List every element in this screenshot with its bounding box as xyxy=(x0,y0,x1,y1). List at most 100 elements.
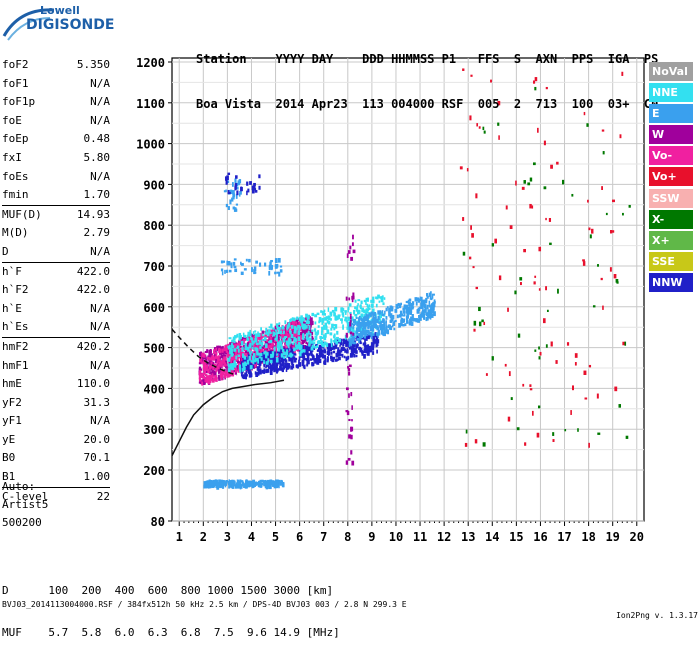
ionogram-chart: 1 2 3 4 5 6 7 8 9 10 11 12 13 14 15 16 17 18 19 20802003004… xyxy=(136,56,645,544)
echo-point xyxy=(377,294,380,299)
echo-point xyxy=(336,351,339,354)
echo-point xyxy=(386,329,389,334)
echo-point xyxy=(311,320,314,326)
echo-point xyxy=(205,356,207,361)
echo-point xyxy=(348,364,352,368)
echo-point xyxy=(239,341,242,344)
echo-point xyxy=(327,315,331,321)
x-tick-label: 3 xyxy=(224,530,231,544)
echo-point xyxy=(259,345,262,350)
echo-point xyxy=(273,332,276,337)
echo-point xyxy=(367,314,370,320)
echo-point xyxy=(405,310,408,314)
echo-point xyxy=(330,347,334,350)
echo-point xyxy=(346,410,350,416)
echo-point xyxy=(231,343,233,348)
param-separator xyxy=(2,261,110,263)
echo-point xyxy=(322,325,326,330)
echo-point xyxy=(208,375,211,380)
echo-point xyxy=(232,355,235,361)
echo-point xyxy=(353,336,355,341)
echo-point xyxy=(207,368,210,374)
echo-point xyxy=(228,372,231,378)
echo-point xyxy=(349,315,352,320)
echo-point xyxy=(313,358,316,362)
echo-point xyxy=(243,355,247,360)
echo-point xyxy=(375,303,378,308)
echo-point xyxy=(324,313,327,316)
echo-point xyxy=(277,346,281,352)
echo-point xyxy=(348,328,352,332)
echo-point xyxy=(428,293,432,297)
echo-point xyxy=(276,353,279,356)
echo-point xyxy=(362,342,366,346)
echo-point xyxy=(263,364,266,368)
echo-point xyxy=(215,367,218,373)
echo-point xyxy=(291,328,293,331)
echo-point xyxy=(285,367,288,372)
echo-point xyxy=(280,334,283,338)
echo-point xyxy=(414,297,418,302)
echo-point xyxy=(314,321,317,325)
echo-point xyxy=(571,385,575,391)
echo-point xyxy=(385,307,388,312)
echo-point xyxy=(615,278,619,283)
echo-point xyxy=(271,354,274,358)
param-row: foE N/A xyxy=(2,112,110,131)
echo-point xyxy=(483,130,486,134)
echo-point xyxy=(517,333,521,338)
echo-point xyxy=(371,308,375,313)
echo-point xyxy=(243,334,247,338)
echo-point xyxy=(267,330,271,334)
echo-point xyxy=(531,205,534,209)
echo-point xyxy=(319,352,322,355)
echo-point xyxy=(351,295,354,300)
echo-point xyxy=(420,299,423,304)
echo-point xyxy=(219,362,223,367)
echo-point xyxy=(380,324,383,330)
echo-point xyxy=(231,182,234,187)
echo-point xyxy=(346,322,350,327)
echo-point xyxy=(539,351,542,356)
echo-point xyxy=(408,298,412,302)
echo-point xyxy=(396,314,399,319)
echo-point xyxy=(425,316,428,322)
echo-point xyxy=(300,319,302,323)
echo-point xyxy=(425,297,428,302)
echo-point xyxy=(244,482,247,487)
echo-point xyxy=(333,327,336,331)
echo-point xyxy=(279,363,283,367)
echo-point xyxy=(346,356,349,361)
echo-point xyxy=(342,346,345,351)
echo-point xyxy=(365,308,368,311)
echo-point xyxy=(305,341,308,345)
echo-point xyxy=(418,316,422,321)
echo-point xyxy=(203,365,206,368)
x-tick-label: 2 xyxy=(200,530,207,544)
y-tick-label: 300 xyxy=(143,423,165,437)
echo-point xyxy=(329,344,332,347)
echo-point xyxy=(316,349,320,352)
echo-point xyxy=(369,314,372,317)
echo-point xyxy=(223,373,227,379)
param-label: h`F xyxy=(2,264,22,278)
param-label: h`F2 xyxy=(2,283,29,297)
echo-point xyxy=(257,371,261,375)
echo-point xyxy=(378,321,382,325)
echo-point xyxy=(236,186,239,190)
echo-point xyxy=(253,182,256,186)
echo-point xyxy=(412,317,415,322)
echo-point xyxy=(273,351,276,357)
echo-point xyxy=(335,340,339,345)
echo-point xyxy=(298,345,302,351)
echo-point xyxy=(268,326,271,329)
echo-point xyxy=(286,325,290,329)
echo-point xyxy=(368,304,371,308)
param-row: B1 1.00 xyxy=(2,468,110,487)
echo-point xyxy=(236,345,240,349)
echo-point xyxy=(433,311,436,317)
echo-point xyxy=(277,342,281,348)
echo-point xyxy=(286,327,289,331)
echo-point xyxy=(383,297,386,300)
echo-point xyxy=(274,264,278,269)
